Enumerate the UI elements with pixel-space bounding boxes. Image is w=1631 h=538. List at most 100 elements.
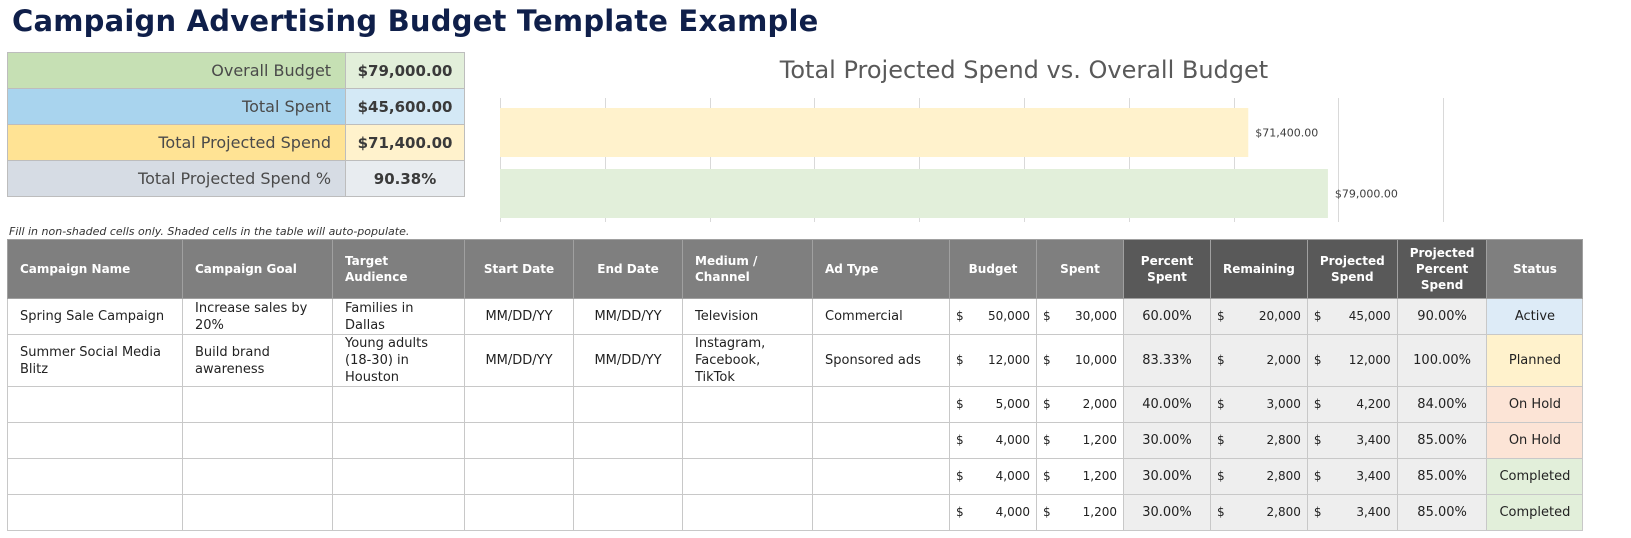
cell-start-date[interactable] bbox=[464, 458, 574, 495]
cell-ad-type[interactable]: Sponsored ads bbox=[812, 334, 950, 387]
cell-target-audience[interactable] bbox=[332, 422, 465, 459]
cell-budget[interactable]: $4,000 bbox=[949, 494, 1037, 531]
cell-budget[interactable]: $50,000 bbox=[949, 298, 1037, 335]
chart-bar[interactable] bbox=[500, 169, 1328, 218]
currency-symbol: $ bbox=[1217, 433, 1225, 447]
currency-symbol: $ bbox=[1043, 469, 1051, 483]
cell-budget[interactable]: $4,000 bbox=[949, 458, 1037, 495]
cell-target-audience[interactable] bbox=[332, 386, 465, 423]
cell-campaign-goal[interactable]: Increase sales by 20% bbox=[182, 298, 333, 335]
header-projected-spend[interactable]: Projected Spend bbox=[1306, 239, 1398, 299]
currency-symbol: $ bbox=[1313, 433, 1322, 447]
header-projected-percent-spend[interactable]: Projected Percent Spend bbox=[1396, 239, 1488, 299]
cell-medium-channel[interactable] bbox=[682, 458, 813, 495]
header-target-audience[interactable]: Target Audience bbox=[332, 239, 465, 299]
header-ad-type[interactable]: Ad Type bbox=[812, 239, 950, 299]
summary-value[interactable]: $79,000.00 bbox=[345, 52, 465, 89]
cell-status[interactable]: Completed bbox=[1486, 494, 1584, 531]
cell-projected-percent-spend: 90.00% bbox=[1396, 298, 1488, 335]
cell-end-date[interactable] bbox=[573, 386, 683, 423]
cell-ad-type[interactable] bbox=[812, 386, 950, 423]
chart-bar[interactable] bbox=[500, 108, 1249, 157]
cell-campaign-goal[interactable] bbox=[182, 458, 333, 495]
cell-medium-channel[interactable] bbox=[682, 494, 813, 531]
cell-campaign-goal[interactable] bbox=[182, 494, 333, 531]
header-start-date[interactable]: Start Date bbox=[464, 239, 574, 299]
cell-status[interactable]: Completed bbox=[1486, 458, 1584, 495]
cell-spent[interactable]: $2,000 bbox=[1036, 386, 1124, 423]
cell-status[interactable]: Planned bbox=[1486, 334, 1584, 387]
header-percent-spent[interactable]: Percent Spent bbox=[1123, 239, 1211, 299]
cell-ad-type[interactable]: Commercial bbox=[812, 298, 950, 335]
cell-spent[interactable]: $30,000 bbox=[1036, 298, 1124, 335]
cell-remaining: $2,800 bbox=[1210, 422, 1308, 459]
cell-end-date[interactable] bbox=[573, 458, 683, 495]
cell-spent[interactable]: $1,200 bbox=[1036, 458, 1124, 495]
cell-status[interactable]: Active bbox=[1486, 298, 1584, 335]
header-end-date[interactable]: End Date bbox=[573, 239, 683, 299]
header-remaining[interactable]: Remaining bbox=[1210, 239, 1308, 299]
cell-status[interactable]: On Hold bbox=[1486, 422, 1584, 459]
currency-symbol: $ bbox=[1217, 309, 1225, 323]
cell-target-audience[interactable] bbox=[332, 494, 465, 531]
summary-row: Total Projected Spend % 90.38% bbox=[6, 160, 465, 197]
cell-spent-value: 1,200 bbox=[1082, 469, 1117, 483]
currency-symbol: $ bbox=[1217, 469, 1225, 483]
cell-target-audience[interactable] bbox=[332, 458, 465, 495]
cell-remaining-value: 2,000 bbox=[1266, 353, 1301, 367]
cell-budget[interactable]: $12,000 bbox=[949, 334, 1037, 387]
cell-campaign-name[interactable]: Spring Sale Campaign bbox=[7, 298, 183, 335]
header-medium-channel[interactable]: Medium / Channel bbox=[682, 239, 813, 299]
cell-end-date[interactable] bbox=[573, 494, 683, 531]
cell-end-date[interactable]: MM/DD/YY bbox=[573, 298, 683, 335]
header-spent[interactable]: Spent bbox=[1036, 239, 1124, 299]
currency-symbol: $ bbox=[956, 505, 964, 519]
cell-projected-percent-spend: 100.00% bbox=[1396, 334, 1488, 387]
cell-projected-spend-value: 3,400 bbox=[1356, 433, 1391, 447]
cell-target-audience[interactable]: Young adults (18-30) in Houston bbox=[332, 334, 465, 387]
cell-campaign-name[interactable] bbox=[7, 494, 183, 531]
cell-medium-channel[interactable] bbox=[682, 386, 813, 423]
cell-medium-channel[interactable]: Instagram, Facebook, TikTok bbox=[682, 334, 813, 387]
cell-budget[interactable]: $4,000 bbox=[949, 422, 1037, 459]
cell-medium-channel[interactable] bbox=[682, 422, 813, 459]
cell-spent-value: 30,000 bbox=[1075, 309, 1117, 323]
cell-ad-type[interactable] bbox=[812, 494, 950, 531]
cell-medium-channel[interactable]: Television bbox=[682, 298, 813, 335]
summary-value[interactable]: $71,400.00 bbox=[345, 124, 465, 161]
cell-campaign-goal[interactable] bbox=[182, 422, 333, 459]
cell-campaign-name[interactable] bbox=[7, 422, 183, 459]
cell-spent[interactable]: $1,200 bbox=[1036, 494, 1124, 531]
cell-start-date[interactable] bbox=[464, 386, 574, 423]
header-budget[interactable]: Budget bbox=[949, 239, 1037, 299]
cell-campaign-name[interactable] bbox=[7, 386, 183, 423]
cell-end-date[interactable]: MM/DD/YY bbox=[573, 334, 683, 387]
header-status[interactable]: Status bbox=[1486, 239, 1584, 299]
cell-budget[interactable]: $5,000 bbox=[949, 386, 1037, 423]
cell-budget-value: 4,000 bbox=[995, 469, 1030, 483]
cell-campaign-goal[interactable] bbox=[182, 386, 333, 423]
cell-start-date[interactable] bbox=[464, 422, 574, 459]
cell-remaining: $2,000 bbox=[1210, 334, 1308, 387]
cell-spent[interactable]: $10,000 bbox=[1036, 334, 1124, 387]
header-campaign-goal[interactable]: Campaign Goal bbox=[182, 239, 333, 299]
cell-status[interactable]: On Hold bbox=[1486, 386, 1584, 423]
cell-end-date[interactable] bbox=[573, 422, 683, 459]
summary-value[interactable]: 90.38% bbox=[345, 160, 465, 197]
cell-spent[interactable]: $1,200 bbox=[1036, 422, 1124, 459]
cell-target-audience[interactable]: Families in Dallas bbox=[332, 298, 465, 335]
cell-campaign-name[interactable]: Summer Social Media Blitz bbox=[7, 334, 183, 387]
cell-campaign-goal[interactable]: Build brand awareness bbox=[182, 334, 333, 387]
cell-campaign-name[interactable] bbox=[7, 458, 183, 495]
header-campaign-name[interactable]: Campaign Name bbox=[7, 239, 183, 299]
cell-start-date[interactable]: MM/DD/YY bbox=[464, 334, 574, 387]
cell-ad-type[interactable] bbox=[812, 422, 950, 459]
cell-projected-spend: $45,000 bbox=[1306, 298, 1398, 335]
currency-symbol: $ bbox=[1217, 505, 1225, 519]
cell-ad-type[interactable] bbox=[812, 458, 950, 495]
summary-value[interactable]: $45,600.00 bbox=[345, 88, 465, 125]
campaign-table: Campaign Name Campaign Goal Target Audie… bbox=[7, 239, 1584, 531]
cell-start-date[interactable]: MM/DD/YY bbox=[464, 298, 574, 335]
currency-symbol: $ bbox=[956, 433, 964, 447]
cell-start-date[interactable] bbox=[464, 494, 574, 531]
